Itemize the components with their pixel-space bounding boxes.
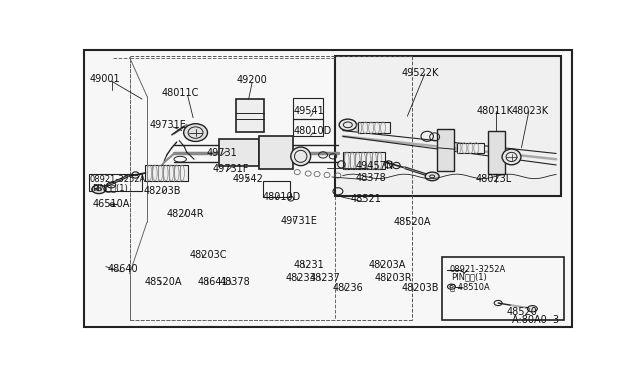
Text: 48231: 48231: [293, 260, 324, 270]
Ellipse shape: [92, 185, 106, 193]
Text: PINピン(1): PINピン(1): [451, 273, 487, 282]
Text: 49541: 49541: [293, 106, 324, 116]
Bar: [259, 136, 293, 169]
Text: 48233: 48233: [286, 273, 317, 283]
Text: 48641: 48641: [198, 278, 228, 288]
Bar: [262, 181, 290, 197]
Ellipse shape: [291, 147, 310, 166]
Text: 48203A: 48203A: [369, 260, 406, 270]
Text: 49731F: 49731F: [213, 164, 250, 174]
Text: 48520: 48520: [507, 307, 538, 317]
Text: 49457N: 49457N: [355, 161, 394, 171]
Text: 49731E: 49731E: [150, 120, 186, 130]
Text: 49542: 49542: [233, 174, 264, 184]
Bar: [437, 129, 454, 171]
Text: 48023K: 48023K: [511, 106, 548, 116]
Text: 48204R: 48204R: [167, 209, 204, 219]
Text: 08921-3252A: 08921-3252A: [90, 175, 146, 184]
Text: 48203C: 48203C: [189, 250, 227, 260]
Text: 48378: 48378: [355, 173, 386, 183]
Ellipse shape: [184, 124, 207, 141]
Bar: [358, 122, 390, 134]
Text: 48203B: 48203B: [401, 283, 439, 293]
Text: 49731: 49731: [207, 148, 237, 158]
Bar: [236, 99, 264, 132]
Text: 49731E: 49731E: [281, 216, 317, 226]
Text: 48520A: 48520A: [145, 278, 182, 288]
Text: PINピン(1): PINピン(1): [92, 183, 128, 192]
Text: 48237: 48237: [309, 273, 340, 283]
Text: 48378: 48378: [220, 278, 251, 288]
Ellipse shape: [527, 305, 538, 312]
Text: 48203B: 48203B: [143, 186, 181, 196]
Text: 48520A: 48520A: [394, 217, 431, 227]
Text: 48011C: 48011C: [162, 88, 199, 98]
Text: 48640: 48640: [108, 264, 138, 275]
Bar: [457, 142, 484, 154]
Ellipse shape: [502, 149, 521, 165]
Text: 08921-3252A: 08921-3252A: [449, 265, 506, 274]
Bar: [488, 131, 505, 174]
Bar: [89, 174, 143, 191]
Text: 49001: 49001: [90, 74, 120, 84]
Text: 48011K: 48011K: [477, 106, 514, 116]
Bar: [293, 119, 323, 136]
Bar: [145, 165, 188, 181]
Text: 46510A: 46510A: [92, 199, 130, 209]
Ellipse shape: [425, 172, 439, 181]
Text: A:80A0  3: A:80A0 3: [511, 315, 559, 325]
Text: 48010D: 48010D: [262, 192, 301, 202]
Bar: [219, 139, 259, 166]
Text: 49522K: 49522K: [401, 68, 439, 78]
Text: 48236: 48236: [333, 283, 364, 293]
Text: 49200: 49200: [236, 76, 267, 86]
Bar: [335, 56, 561, 196]
Text: 48521: 48521: [350, 194, 381, 204]
Text: 48203R: 48203R: [374, 273, 412, 283]
Text: 48010D: 48010D: [293, 126, 332, 135]
Bar: [293, 97, 323, 119]
Text: 48023L: 48023L: [476, 174, 512, 184]
Text: ⒋ 48510A: ⒋ 48510A: [449, 282, 489, 291]
Bar: [343, 152, 385, 169]
Ellipse shape: [339, 119, 356, 131]
Bar: [442, 257, 564, 320]
